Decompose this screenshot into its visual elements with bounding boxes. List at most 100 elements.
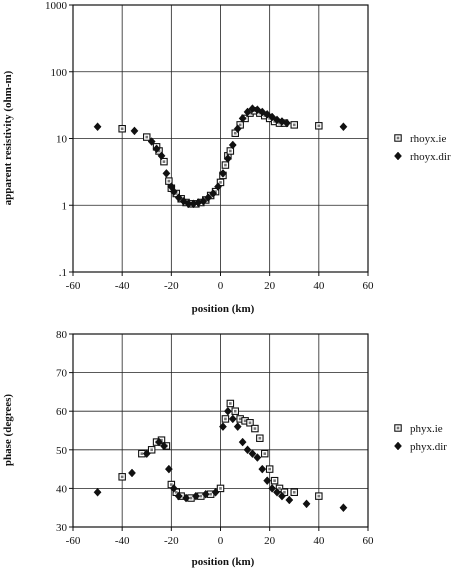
phase-y-tick-label: 60 [56,406,68,418]
resistivity-chart: -60 -40 -20 0 20 40 60 .1 1 10 100 1000 position (k… [2,0,451,315]
resistivity-diamond-point [273,115,281,125]
phase-legend-label: phyx.dir [410,441,447,453]
phase-diamond-point [339,503,348,513]
resistivity-legend-label: rhoyx.dir [410,151,451,163]
resistivity-diamond-point [228,140,237,150]
resistivity-diamond-point [219,169,227,178]
phase-points [93,399,348,513]
phase-x-tick-label: 20 [264,535,276,547]
phase-y-tick-label: 80 [56,329,68,341]
resistivity-grid [73,5,368,272]
phase-diamond-point [263,476,272,486]
phase-y-tick-label: 70 [56,368,68,380]
phase-legend-diamond-marker [394,441,402,451]
phase-x-tick-label: -60 [66,535,81,547]
phase-diamond-point [233,422,242,432]
resistivity-square-point [226,147,235,155]
phase-diamond-point [164,464,173,474]
resistivity-diamond-point [248,104,257,114]
resistivity-x-tick-label: 20 [264,280,276,292]
resistivity-diamond-point [204,193,213,203]
phase-legend-label: phyx.ie [410,423,443,435]
resistivity-diamond-point [174,193,183,203]
resistivity-diamond-point [130,126,139,136]
phase-diamond-point [93,487,102,497]
phase-diamond-point [248,449,257,459]
phase-ticks: -60 -40 -20 0 20 40 60 30 40 50 60 70 80 [56,329,374,547]
phase-x-tick-label: 0 [218,535,224,547]
phase-square-point [265,465,274,473]
resistivity-diamond-point [268,112,277,122]
phase-diamond-point [182,493,191,503]
resistivity-y-tick-label: 1000 [45,0,68,12]
resistivity-square-point [221,161,230,169]
phase-square-point [147,446,156,454]
phase-square-point [270,476,279,485]
resistivity-diamond-point [157,151,166,161]
phase-plot-frame [72,333,369,528]
phase-diamond-point [253,453,262,462]
resistivity-square-point [290,121,298,129]
phase-y-tick-label: 30 [56,522,68,534]
phase-square-point [231,407,240,415]
phase-diamond-point [285,495,294,505]
resistivity-diamond-point [243,107,252,117]
phase-diamond-point [169,484,178,493]
resistivity-y-label: apparent resistivity (ohm-m) [2,70,14,205]
resistivity-diamond-point [233,124,242,134]
resistivity-diamond-point [199,196,208,206]
resistivity-diamond-point [162,169,171,178]
phase-y-tick-label: 40 [56,483,68,495]
resistivity-square-point [143,133,151,141]
resistivity-diamond-point [223,154,232,163]
phase-diamond-point [228,414,237,424]
resistivity-legend-label: rhoyx.ie [410,133,446,145]
resistivity-diamond-point [238,114,247,123]
phase-y-tick-label: 50 [56,445,68,457]
phase-diamond-point [273,487,281,497]
resistivity-diamond-point [278,117,286,126]
phase-x-tick-label: -40 [115,535,130,547]
phase-square-point [221,415,230,423]
resistivity-diamond-point [93,122,102,132]
phase-square-point [246,419,254,427]
resistivity-square-point [118,124,126,133]
resistivity-diamond-point [282,118,291,128]
resistivity-legend-diamond-marker [394,151,402,161]
phase-x-label: position (km) [192,556,255,568]
resistivity-points [93,104,348,209]
resistivity-square-point [315,122,323,130]
phase-square-point [251,424,259,433]
resistivity-diamond-point [258,107,267,117]
resistivity-ticks: -60 -40 -20 0 20 40 60 .1 1 10 100 1000 [45,0,374,292]
resistivity-x-label: position (km) [192,303,255,315]
resistivity-square-point [165,177,173,185]
phase-diamond-point [191,491,200,501]
phase-diamond-point [128,468,136,478]
phase-chart: -60 -40 -20 0 20 40 60 30 40 50 60 70 80 position (k… [2,329,447,568]
phase-diamond-point [278,491,286,501]
phase-diamond-point [223,406,232,416]
resistivity-y-tick-label: 100 [51,67,68,79]
resistivity-diamond-point [152,144,161,154]
resistivity-x-tick-label: 40 [313,280,325,292]
phase-legend-square-marker [394,424,402,432]
phase-diamond-point [219,422,227,432]
phase-x-tick-label: 60 [363,535,375,547]
resistivity-legend: rhoyx.ie rhoyx.dir [394,133,451,163]
resistivity-x-tick-label: 60 [363,280,375,292]
phase-x-tick-label: -20 [164,535,179,547]
resistivity-x-tick-label: 0 [218,280,224,292]
phase-square-point [256,434,264,442]
phase-diamond-point [174,491,183,501]
phase-square-point [226,399,235,408]
phase-square-point [260,449,269,458]
resistivity-y-tick-label: 10 [56,134,68,146]
resistivity-diamond-point [169,187,178,196]
resistivity-diamond-point [147,137,156,146]
phase-square-point [290,488,298,497]
phase-diamond-point [160,441,168,451]
resistivity-x-tick-label: -60 [66,280,81,292]
phase-square-point [315,492,323,500]
